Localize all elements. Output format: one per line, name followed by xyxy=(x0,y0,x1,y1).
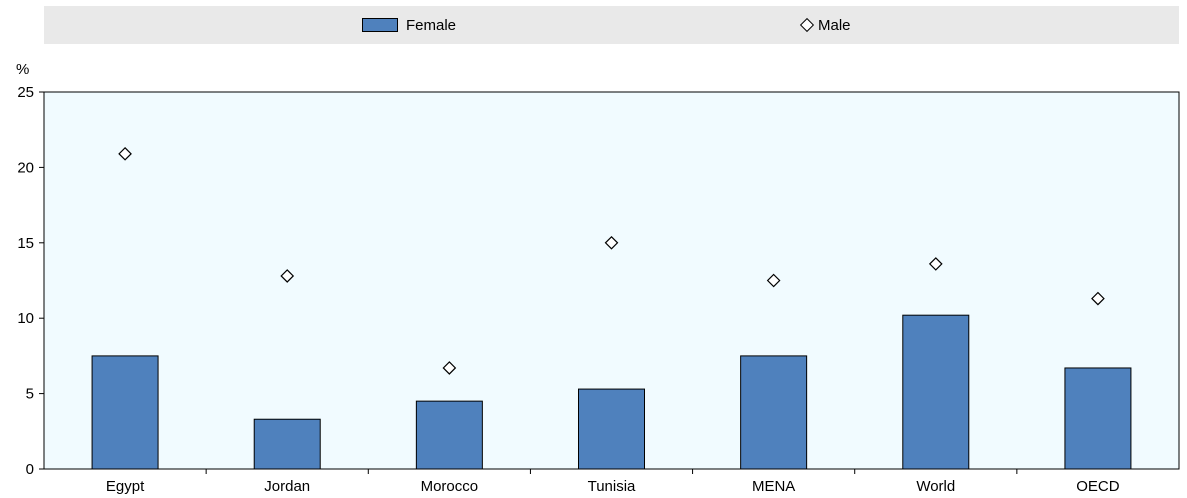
bar-female-morocco xyxy=(415,400,483,470)
legend-label-male: Male xyxy=(818,16,851,34)
female-bar-swatch-icon xyxy=(362,18,398,32)
marker-male-jordan xyxy=(280,269,295,283)
x-tick-label: Egypt xyxy=(106,478,145,495)
x-tick-label: Tunisia xyxy=(588,478,636,495)
bar-female-mena xyxy=(740,355,808,470)
y-tick-label: 15 xyxy=(17,235,34,252)
marker-male-morocco xyxy=(442,361,457,375)
bar-female-oecd xyxy=(1064,367,1132,470)
bar-female-tunisia xyxy=(578,388,645,470)
y-tick-label: 10 xyxy=(17,310,34,327)
y-axis-unit-label: % xyxy=(16,61,29,78)
marker-male-tunisia xyxy=(604,235,619,250)
bar-female-jordan xyxy=(253,418,321,470)
x-tick-label: Jordan xyxy=(264,478,310,495)
y-tick-label: 5 xyxy=(26,386,34,403)
y-tick-label: 0 xyxy=(26,461,34,478)
marker-male-oecd xyxy=(1091,291,1105,306)
x-tick-label: World xyxy=(916,478,955,495)
legend: Female Male xyxy=(44,6,1179,44)
bar-female-egypt xyxy=(91,355,159,470)
x-tick-label: MENA xyxy=(752,478,795,495)
x-tick-label: OECD xyxy=(1076,478,1120,495)
marker-male-world xyxy=(928,257,943,271)
marker-male-egypt xyxy=(118,146,132,161)
legend-label-female: Female xyxy=(406,16,457,34)
marker-male-mena xyxy=(766,273,781,288)
y-tick-label: 25 xyxy=(17,84,34,101)
legend-item-female: Female xyxy=(362,6,456,44)
bar-female-world xyxy=(902,314,970,470)
legend-item-male: Male xyxy=(799,6,851,44)
x-tick-label: Morocco xyxy=(421,478,479,495)
y-tick-label: 20 xyxy=(17,159,34,176)
